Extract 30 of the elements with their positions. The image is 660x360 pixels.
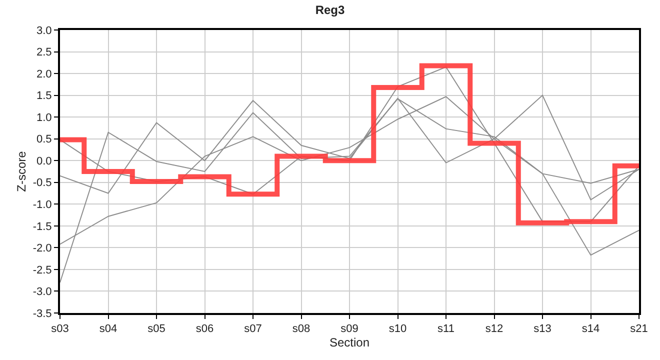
- y-tick-label: -1.5: [32, 220, 52, 233]
- x-tick-label: s06: [196, 323, 214, 336]
- y-tick-label: 1.0: [36, 112, 52, 124]
- x-tick-label: s11: [438, 323, 454, 336]
- chart-title: Reg3: [315, 2, 345, 17]
- x-tick-label: s09: [340, 323, 358, 336]
- y-tick-label: 2.0: [36, 68, 52, 80]
- x-tick-label: s12: [485, 323, 504, 336]
- y-tick-label: 0.5: [36, 134, 52, 146]
- x-tick-label: s04: [99, 323, 118, 336]
- x-tick-label: s08: [292, 323, 310, 336]
- y-tick-label: -3.0: [32, 286, 52, 298]
- y-tick-label: -2.0: [32, 242, 52, 255]
- y-tick-label: -0.5: [32, 177, 52, 190]
- y-tick-label: -3.5: [32, 308, 52, 320]
- x-tick-label: s13: [534, 323, 552, 336]
- x-tick-label: s05: [148, 323, 166, 336]
- y-tick-label: -2.5: [32, 264, 52, 276]
- x-tick-label: s21: [630, 323, 648, 336]
- x-axis-title: Section: [329, 336, 370, 350]
- y-tick-label: 3.0: [36, 24, 52, 37]
- x-tick-label: s14: [582, 323, 600, 336]
- y-tick-label: 2.5: [36, 46, 52, 59]
- x-tick-label: s10: [388, 323, 407, 336]
- y-tick-label: -1.0: [32, 199, 52, 211]
- x-tick-label: s07: [244, 323, 262, 336]
- y-tick-label: 1.5: [36, 90, 52, 102]
- y-axis-title: Z-score: [14, 150, 29, 192]
- x-tick-label: s03: [51, 323, 69, 336]
- y-tick-label: 0.0: [36, 155, 52, 168]
